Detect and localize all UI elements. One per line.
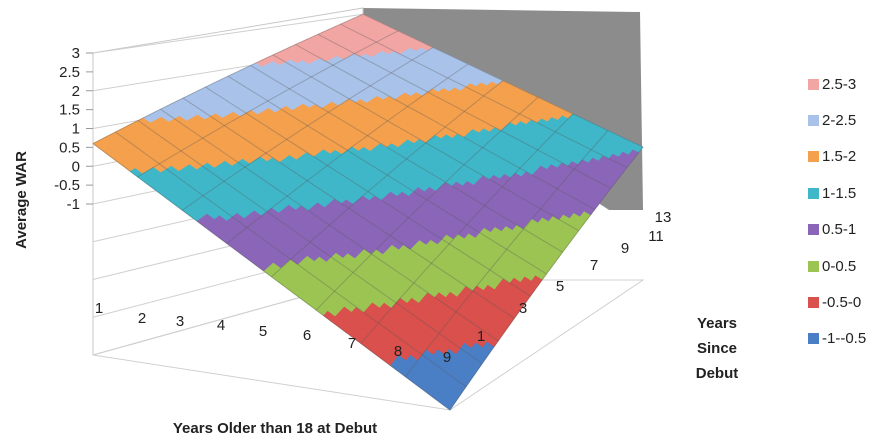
y-tick-label: 5 [556, 278, 564, 295]
legend-item: 0.5-1 [808, 212, 887, 248]
z-tick-label: -0.5 [54, 177, 80, 194]
mesh-line [137, 120, 483, 365]
y-tick-label: 13 [655, 209, 672, 226]
mesh-line [449, 146, 644, 411]
legend-swatch [808, 78, 819, 90]
mesh-line [362, 13, 644, 148]
x-tick-label: 5 [259, 323, 267, 340]
legend-label: 2-2.5 [822, 112, 857, 130]
z-axis-title: Average WAR [13, 151, 30, 249]
y-tick-label: 1 [477, 328, 485, 345]
mesh-line [205, 86, 531, 297]
mesh-line [271, 80, 504, 278]
mesh-line [227, 75, 547, 275]
legend-item: 2.5-3 [808, 66, 887, 102]
z-tick-label: -1 [67, 196, 80, 213]
x-tick-label: 2 [138, 310, 146, 327]
y-tick-label: 3 [519, 300, 527, 317]
z-tick-label: 0.5 [59, 139, 80, 156]
x-tick-label: 8 [394, 343, 402, 360]
y-tick-label: 11 [648, 228, 664, 245]
surface-mesh [92, 13, 644, 411]
mesh-line [137, 30, 399, 178]
mesh-line [182, 47, 434, 211]
x-tick-label: 6 [303, 327, 311, 344]
surface-cell [632, 143, 644, 153]
x-axis-ticks: 1 2 3 4 5 6 7 8 9 [95, 300, 451, 366]
x-tick-label: 9 [443, 349, 451, 366]
mesh-line [340, 23, 628, 169]
legend-item: 1.5-2 [808, 139, 887, 175]
z-axis-ticks: 3 2.5 2 1.5 10.5 0 -0.5 -1 [54, 45, 93, 213]
z-tick-label: 2 [72, 83, 80, 100]
surface-bands [92, 13, 644, 411]
legend-swatch [808, 333, 819, 345]
mesh-line [405, 130, 609, 378]
x-axis-title: Years Older than 18 at Debut [173, 420, 377, 437]
y-axis-title-line: Debut [696, 365, 739, 382]
legend-label: 0.5-1 [822, 221, 857, 239]
y-tick-label: 9 [621, 240, 629, 257]
legend-label: -1--0.5 [822, 330, 867, 348]
legend-swatch [808, 151, 819, 163]
mesh-line [92, 143, 451, 411]
mesh-line [92, 13, 364, 145]
mesh-line [295, 44, 596, 210]
legend-item: 2-2.5 [808, 102, 887, 138]
legend-swatch [808, 115, 819, 127]
z-tick-label: 3 [72, 45, 80, 62]
z-tick-label: 0 [72, 158, 80, 175]
mesh-line [317, 33, 612, 189]
legend-swatch [808, 297, 819, 309]
wall-gridline [92, 13, 364, 54]
x-tick-label: 1 [95, 300, 103, 317]
z-tick-label: 1 [72, 121, 80, 138]
x-tick-label: 4 [217, 317, 225, 334]
mesh-line [272, 54, 579, 232]
mesh-line [226, 63, 469, 244]
z-tick-label: 1.5 [59, 102, 80, 119]
y-axis-title-line: Years [697, 315, 737, 332]
legend-swatch [808, 224, 819, 236]
mesh-line [182, 97, 515, 319]
legend-label: -0.5-0 [822, 294, 862, 312]
y-axis-title: Years Since Debut [696, 315, 739, 382]
mesh-line [315, 96, 539, 311]
legend-item: 0-0.5 [808, 248, 887, 284]
legend-label: 2.5-3 [822, 75, 857, 93]
mesh-line [115, 131, 467, 388]
legend-swatch [808, 260, 819, 272]
z-tick-label: 2.5 [59, 64, 80, 81]
x-tick-label: 7 [348, 335, 356, 352]
mesh-line [250, 65, 563, 253]
y-axis-title-line: Since [697, 340, 737, 357]
legend-item: -0.5-0 [808, 284, 887, 320]
legend-label: 0-0.5 [822, 257, 857, 275]
legend-swatch [808, 187, 819, 199]
legend: 2.5-3 2-2.5 1.5-2 1-1.5 0.5-1 0-0.5 -0.5… [808, 66, 887, 357]
y-tick-label: 7 [590, 257, 598, 274]
mesh-line [360, 113, 574, 344]
mesh-line [160, 108, 499, 342]
legend-label: 1-1.5 [822, 184, 857, 202]
legend-item: -1--0.5 [808, 321, 887, 357]
legend-label: 1.5-2 [822, 148, 857, 166]
x-tick-label: 3 [176, 313, 184, 330]
legend-item: 1-1.5 [808, 175, 887, 211]
